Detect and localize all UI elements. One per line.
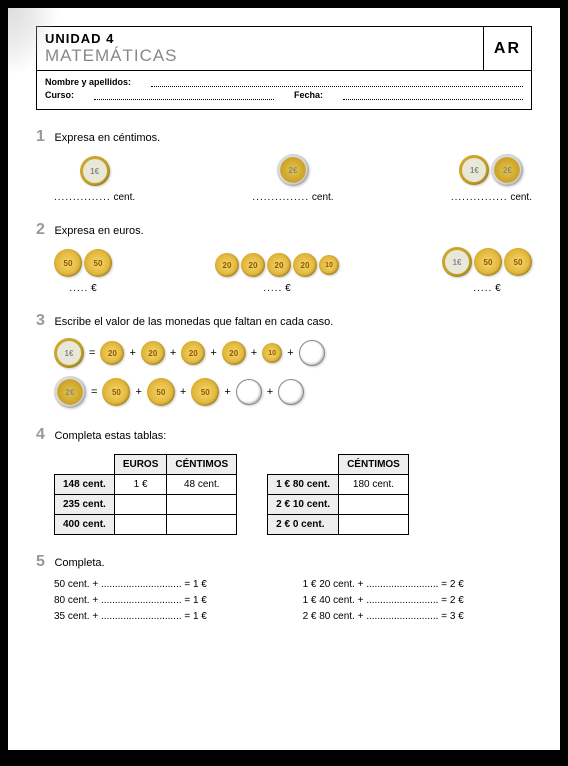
- ex1-num: 1: [36, 128, 50, 146]
- exercise-3: 3 Escribe el valor de las monedas que fa…: [36, 312, 532, 408]
- ex1-title: Expresa en céntimos.: [54, 132, 160, 144]
- worksheet-page: UNIDAD 4 MATEMÁTICAS AR Nombre y apellid…: [8, 8, 560, 750]
- ex5-num: 5: [36, 553, 50, 571]
- table-1: EUROSCÉNTIMOS 148 cent.1 €48 cent. 235 c…: [54, 454, 237, 535]
- header-code: AR: [483, 27, 531, 70]
- unit-label: UNIDAD 4: [45, 31, 475, 46]
- coin-20cent: 20: [100, 341, 124, 365]
- coin-2euro: 2€: [54, 376, 86, 408]
- coin-1euro: 1€: [54, 338, 84, 368]
- coin-20cent: 20: [215, 253, 239, 277]
- exercise-4: 4 Completa estas tablas: EUROSCÉNTIMOS 1…: [36, 426, 532, 535]
- coin-50cent: 50: [102, 378, 130, 406]
- date-field[interactable]: [343, 90, 523, 100]
- coin-50cent: 50: [84, 249, 112, 277]
- name-label: Nombre y apellidos:: [45, 77, 131, 87]
- coin-10cent: 10: [319, 255, 339, 275]
- ex3-num: 3: [36, 312, 50, 330]
- exercise-1: 1 Expresa en céntimos. 1€ ..............…: [36, 128, 532, 203]
- coin-1euro: 1€: [80, 156, 110, 186]
- coin-20cent: 20: [267, 253, 291, 277]
- coin-50cent: 50: [54, 249, 82, 277]
- coin-20cent: 20: [181, 341, 205, 365]
- ex4-title: Completa estas tablas:: [54, 430, 166, 442]
- coin-50cent: 50: [191, 378, 219, 406]
- header-box: UNIDAD 4 MATEMÁTICAS AR Nombre y apellid…: [36, 26, 532, 110]
- coin-1euro: 1€: [459, 155, 489, 185]
- course-field[interactable]: [94, 90, 274, 100]
- coin-2euro: 2€: [277, 154, 309, 186]
- coin-20cent: 20: [222, 341, 246, 365]
- exercise-2: 2 Expresa en euros. 50 50 ..... € 20 20 …: [36, 221, 532, 294]
- coin-blank[interactable]: [278, 379, 304, 405]
- exercise-5: 5 Completa. 50 cent. + .................…: [36, 553, 532, 622]
- ex2-num: 2: [36, 221, 50, 239]
- coin-50cent: 50: [504, 248, 532, 276]
- coin-50cent: 50: [147, 378, 175, 406]
- ex5-title: Completa.: [54, 557, 104, 569]
- ex4-num: 4: [36, 426, 50, 444]
- coin-blank[interactable]: [299, 340, 325, 366]
- coin-1euro: 1€: [442, 247, 472, 277]
- coin-20cent: 20: [241, 253, 265, 277]
- subject-label: MATEMÁTICAS: [45, 46, 475, 66]
- ex3-title: Escribe el valor de las monedas que falt…: [54, 316, 333, 328]
- name-field[interactable]: [151, 77, 523, 87]
- course-label: Curso:: [45, 90, 74, 100]
- coin-20cent: 20: [293, 253, 317, 277]
- coin-10cent: 10: [262, 343, 282, 363]
- ex2-title: Expresa en euros.: [54, 225, 143, 237]
- date-label: Fecha:: [294, 90, 323, 100]
- table-2: CÉNTIMOS 1 € 80 cent.180 cent. 2 € 10 ce…: [267, 454, 409, 535]
- coin-2euro: 2€: [491, 154, 523, 186]
- coin-50cent: 50: [474, 248, 502, 276]
- coin-20cent: 20: [141, 341, 165, 365]
- coin-blank[interactable]: [236, 379, 262, 405]
